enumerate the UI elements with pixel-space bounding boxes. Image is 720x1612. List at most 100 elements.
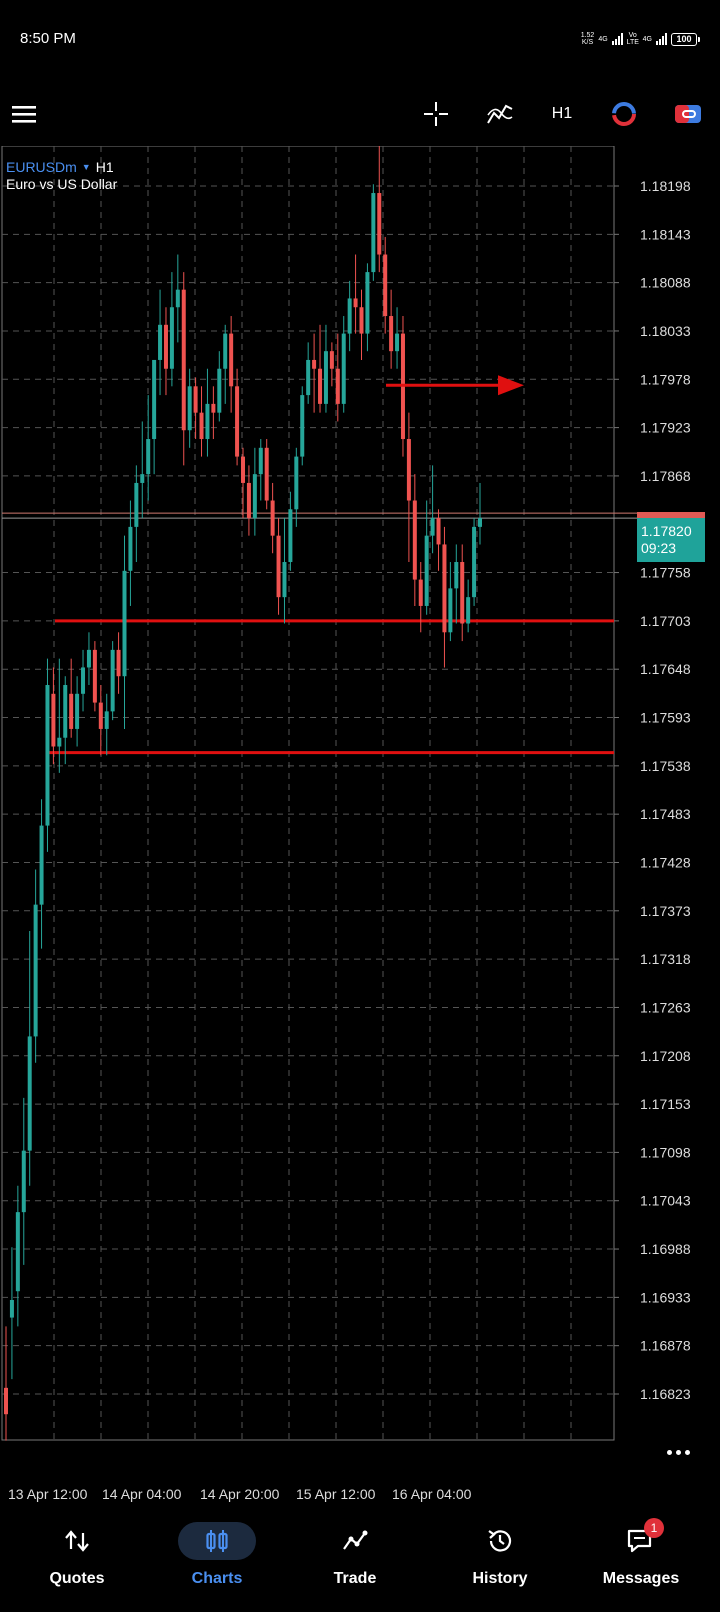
candle-body — [347, 298, 352, 334]
hamburger-icon — [12, 106, 36, 123]
battery-level: 100 — [671, 32, 697, 46]
candle-body — [377, 193, 382, 255]
y-tick-label: 1.16933 — [640, 1289, 691, 1305]
candle-body — [69, 693, 74, 729]
y-tick-label: 1.17373 — [640, 903, 691, 919]
y-tick-label: 1.17593 — [640, 710, 691, 726]
crosshair-icon — [424, 102, 448, 126]
candle-body — [288, 509, 293, 563]
candle-body — [395, 333, 400, 352]
candle-body — [312, 359, 317, 369]
candle-body — [98, 702, 103, 729]
candle-body — [217, 368, 222, 413]
more-options-button[interactable] — [658, 1442, 698, 1462]
one-click-trade-button[interactable] — [672, 98, 704, 130]
candle-body — [86, 649, 91, 668]
network-speed-value: 1.52 — [580, 32, 595, 39]
nav-charts[interactable]: Charts — [147, 1515, 287, 1612]
candle-body — [442, 544, 447, 633]
candle-body — [128, 526, 133, 571]
status-bar: 8:50 PM 1.52 K/S 4G Vo LTE 4G 100 — [0, 0, 720, 80]
candle-body — [235, 386, 240, 457]
nav-history[interactable]: History — [430, 1515, 570, 1612]
candle-body — [140, 474, 145, 483]
candle-body — [472, 526, 477, 598]
arrow-head — [498, 375, 524, 396]
notification-badge: 1 — [644, 1518, 664, 1538]
candle-body — [371, 193, 376, 273]
timeframe-button[interactable]: H1 — [551, 105, 573, 122]
current-price-tag: 1.17820 09:23 — [637, 518, 705, 562]
indicators-icon — [487, 104, 513, 124]
objects-icon — [612, 102, 636, 126]
signal-icon — [611, 33, 623, 45]
chart-area[interactable]: 1.18198 1.18143 1.18088 1.18033 1.17978 1.179… — [0, 146, 720, 1486]
symbol-timeframe: H1 — [95, 159, 114, 175]
candle-body — [152, 359, 157, 440]
candle-body — [241, 456, 245, 483]
y-tick-label: 1.17868 — [640, 468, 691, 484]
candle-body — [33, 904, 38, 1037]
candle-body — [229, 333, 234, 387]
candle-body — [63, 685, 68, 738]
candle-body — [460, 562, 465, 624]
candlestick-chart[interactable]: 1.18198 1.18143 1.18088 1.18033 1.17978 1.179… — [0, 146, 720, 1486]
history-icon — [488, 1530, 512, 1552]
candle-body — [323, 351, 328, 404]
candle-body — [418, 579, 423, 606]
objects-button[interactable] — [608, 98, 640, 130]
time-label: 13 Apr 12:00 — [8, 1486, 88, 1502]
candle-body — [329, 351, 334, 369]
candle-body — [134, 482, 139, 527]
nav-messages[interactable]: 1 Messages — [571, 1515, 711, 1612]
candle-body — [193, 386, 198, 413]
candle-body — [300, 395, 305, 457]
y-tick-label: 1.18198 — [640, 178, 691, 194]
nav-label: Charts — [191, 1570, 243, 1587]
y-tick-label: 1.16878 — [640, 1338, 691, 1354]
menu-button[interactable] — [8, 98, 40, 130]
candles — [4, 146, 482, 1441]
volte-badge: Vo LTE — [626, 32, 639, 46]
candle-body — [15, 1212, 20, 1292]
y-tick-label: 1.17428 — [640, 854, 691, 870]
candle-body — [9, 1299, 14, 1318]
nav-label: Trade — [333, 1570, 377, 1587]
annotations — [386, 375, 524, 396]
nav-trade[interactable]: Trade — [285, 1515, 425, 1612]
y-tick-label: 1.17538 — [640, 758, 691, 774]
candle-body — [4, 1387, 8, 1415]
y-tick-label: 1.17318 — [640, 951, 691, 967]
candle-body — [146, 439, 151, 475]
symbol-dropdown-icon[interactable]: ▼ — [81, 162, 91, 172]
candle-body — [75, 693, 80, 729]
candle-body — [122, 570, 127, 677]
candle-body — [27, 1036, 32, 1151]
y-tick-label: 1.16988 — [640, 1241, 691, 1257]
candle-body — [110, 649, 115, 712]
candle-body — [187, 386, 192, 431]
time-label: 14 Apr 04:00 — [102, 1486, 182, 1502]
indicators-button[interactable] — [484, 98, 516, 130]
candle-body — [104, 711, 109, 729]
candle-body — [294, 456, 299, 510]
time-axis: 13 Apr 12:00 14 Apr 04:00 14 Apr 20:00 1… — [0, 1486, 720, 1510]
candle-body — [264, 447, 269, 501]
candle-body — [478, 518, 482, 527]
candle-body — [353, 298, 358, 308]
nav-quotes[interactable]: Quotes — [7, 1515, 147, 1612]
y-tick-label: 1.17043 — [640, 1193, 691, 1209]
crosshair-button[interactable] — [420, 98, 452, 130]
candle-body — [51, 693, 56, 747]
candle-body — [223, 333, 228, 369]
y-tick-label: 1.17153 — [640, 1096, 691, 1112]
bottom-navigation: Quotes Charts Trade — [0, 1515, 720, 1612]
symbol-header[interactable]: EURUSDm ▼ H1 — [6, 158, 114, 176]
symbol-name[interactable]: EURUSDm — [6, 159, 77, 175]
charts-icon — [206, 1530, 228, 1552]
price-axis: 1.18198 1.18143 1.18088 1.18033 1.17978 1.179… — [614, 178, 691, 1402]
symbol-description: Euro vs US Dollar — [6, 176, 118, 192]
y-tick-label: 1.18143 — [640, 226, 691, 242]
candle-body — [454, 562, 459, 589]
candle-body — [158, 324, 163, 360]
